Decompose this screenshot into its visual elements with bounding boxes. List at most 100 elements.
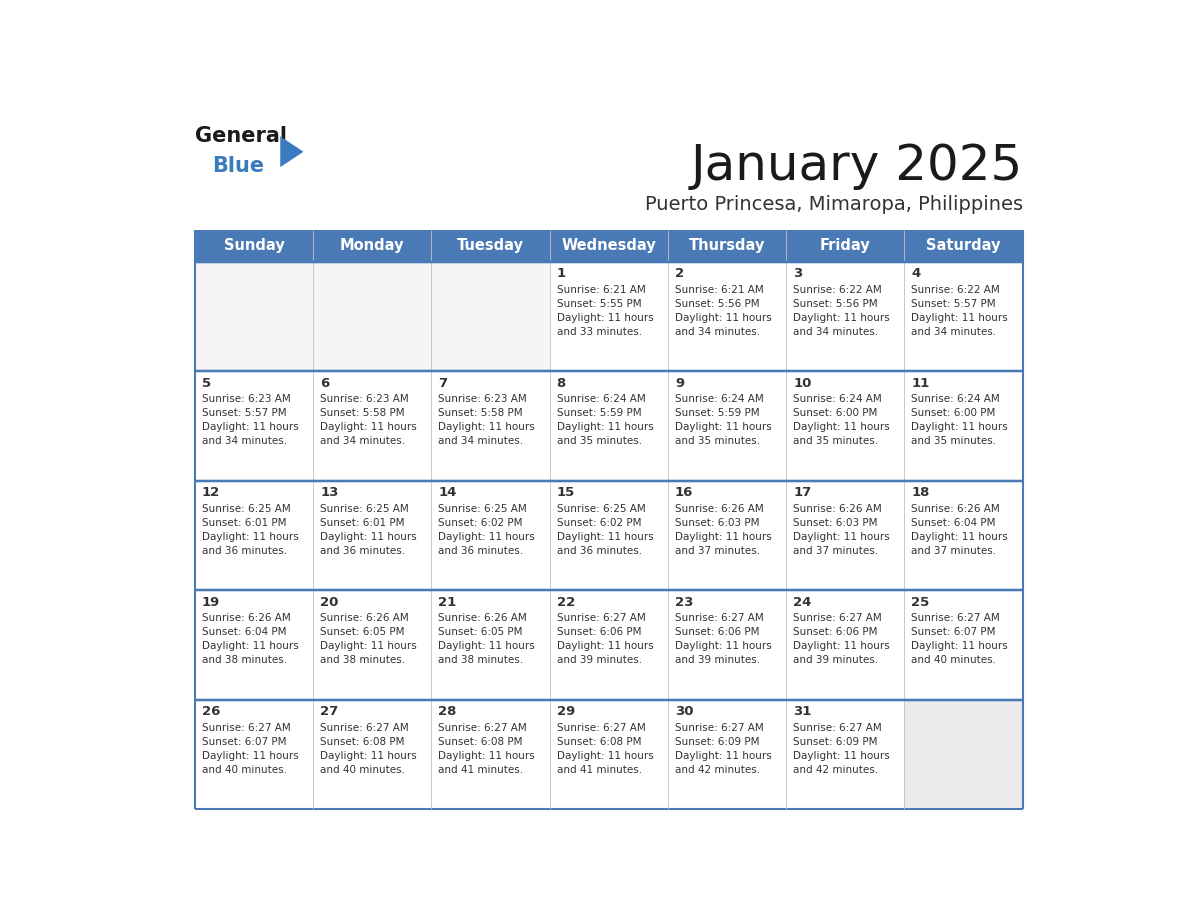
Text: Sunrise: 6:22 AM
Sunset: 5:56 PM
Daylight: 11 hours
and 34 minutes.: Sunrise: 6:22 AM Sunset: 5:56 PM Dayligh… <box>794 285 890 337</box>
Text: 22: 22 <box>557 596 575 609</box>
Text: Sunrise: 6:27 AM
Sunset: 6:08 PM
Daylight: 11 hours
and 41 minutes.: Sunrise: 6:27 AM Sunset: 6:08 PM Dayligh… <box>557 723 653 775</box>
Text: Sunrise: 6:26 AM
Sunset: 6:04 PM
Daylight: 11 hours
and 38 minutes.: Sunrise: 6:26 AM Sunset: 6:04 PM Dayligh… <box>202 613 298 666</box>
Text: Blue: Blue <box>211 156 264 175</box>
Bar <box>904 590 1023 700</box>
Text: Thursday: Thursday <box>689 238 765 253</box>
Text: 27: 27 <box>321 705 339 718</box>
Bar <box>314 590 431 700</box>
Text: 2: 2 <box>675 267 684 280</box>
Text: 10: 10 <box>794 376 811 390</box>
Text: Saturday: Saturday <box>927 238 1000 253</box>
Bar <box>195 230 1023 262</box>
Bar <box>668 481 786 590</box>
Text: 26: 26 <box>202 705 220 718</box>
Polygon shape <box>280 137 303 167</box>
Text: Sunrise: 6:27 AM
Sunset: 6:08 PM
Daylight: 11 hours
and 41 minutes.: Sunrise: 6:27 AM Sunset: 6:08 PM Dayligh… <box>438 723 536 775</box>
Bar <box>786 481 904 590</box>
Text: Sunrise: 6:25 AM
Sunset: 6:02 PM
Daylight: 11 hours
and 36 minutes.: Sunrise: 6:25 AM Sunset: 6:02 PM Dayligh… <box>557 504 653 556</box>
Text: 12: 12 <box>202 487 220 499</box>
Text: 28: 28 <box>438 705 457 718</box>
Text: 1: 1 <box>557 267 565 280</box>
Bar <box>431 262 550 372</box>
Text: 5: 5 <box>202 376 211 390</box>
Bar <box>786 262 904 372</box>
Bar <box>195 590 314 700</box>
Text: Sunrise: 6:26 AM
Sunset: 6:04 PM
Daylight: 11 hours
and 37 minutes.: Sunrise: 6:26 AM Sunset: 6:04 PM Dayligh… <box>911 504 1009 556</box>
Bar <box>314 700 431 810</box>
Bar <box>904 481 1023 590</box>
Text: 29: 29 <box>557 705 575 718</box>
Bar <box>668 372 786 481</box>
Text: Friday: Friday <box>820 238 871 253</box>
Text: Sunday: Sunday <box>223 238 284 253</box>
Text: 16: 16 <box>675 487 694 499</box>
Text: Sunrise: 6:25 AM
Sunset: 6:01 PM
Daylight: 11 hours
and 36 minutes.: Sunrise: 6:25 AM Sunset: 6:01 PM Dayligh… <box>202 504 298 556</box>
Text: Sunrise: 6:25 AM
Sunset: 6:02 PM
Daylight: 11 hours
and 36 minutes.: Sunrise: 6:25 AM Sunset: 6:02 PM Dayligh… <box>438 504 536 556</box>
Text: Sunrise: 6:25 AM
Sunset: 6:01 PM
Daylight: 11 hours
and 36 minutes.: Sunrise: 6:25 AM Sunset: 6:01 PM Dayligh… <box>321 504 417 556</box>
Text: Monday: Monday <box>340 238 405 253</box>
Text: 21: 21 <box>438 596 456 609</box>
Text: 30: 30 <box>675 705 694 718</box>
Bar <box>431 372 550 481</box>
Text: Sunrise: 6:23 AM
Sunset: 5:57 PM
Daylight: 11 hours
and 34 minutes.: Sunrise: 6:23 AM Sunset: 5:57 PM Dayligh… <box>202 395 298 446</box>
Bar <box>786 590 904 700</box>
Bar <box>550 262 668 372</box>
Bar <box>668 590 786 700</box>
Bar <box>550 700 668 810</box>
Text: Sunrise: 6:21 AM
Sunset: 5:55 PM
Daylight: 11 hours
and 33 minutes.: Sunrise: 6:21 AM Sunset: 5:55 PM Dayligh… <box>557 285 653 337</box>
Text: 24: 24 <box>794 596 811 609</box>
Text: Sunrise: 6:27 AM
Sunset: 6:07 PM
Daylight: 11 hours
and 40 minutes.: Sunrise: 6:27 AM Sunset: 6:07 PM Dayligh… <box>911 613 1009 666</box>
Text: Sunrise: 6:27 AM
Sunset: 6:06 PM
Daylight: 11 hours
and 39 minutes.: Sunrise: 6:27 AM Sunset: 6:06 PM Dayligh… <box>675 613 772 666</box>
Text: Sunrise: 6:27 AM
Sunset: 6:06 PM
Daylight: 11 hours
and 39 minutes.: Sunrise: 6:27 AM Sunset: 6:06 PM Dayligh… <box>794 613 890 666</box>
Text: Sunrise: 6:26 AM
Sunset: 6:03 PM
Daylight: 11 hours
and 37 minutes.: Sunrise: 6:26 AM Sunset: 6:03 PM Dayligh… <box>675 504 772 556</box>
Text: 18: 18 <box>911 487 930 499</box>
Text: Sunrise: 6:21 AM
Sunset: 5:56 PM
Daylight: 11 hours
and 34 minutes.: Sunrise: 6:21 AM Sunset: 5:56 PM Dayligh… <box>675 285 772 337</box>
Text: Sunrise: 6:24 AM
Sunset: 5:59 PM
Daylight: 11 hours
and 35 minutes.: Sunrise: 6:24 AM Sunset: 5:59 PM Dayligh… <box>557 395 653 446</box>
Bar <box>314 481 431 590</box>
Text: 17: 17 <box>794 487 811 499</box>
Text: 19: 19 <box>202 596 220 609</box>
Text: 15: 15 <box>557 487 575 499</box>
Bar <box>904 262 1023 372</box>
Text: Sunrise: 6:23 AM
Sunset: 5:58 PM
Daylight: 11 hours
and 34 minutes.: Sunrise: 6:23 AM Sunset: 5:58 PM Dayligh… <box>438 395 536 446</box>
Text: Sunrise: 6:24 AM
Sunset: 5:59 PM
Daylight: 11 hours
and 35 minutes.: Sunrise: 6:24 AM Sunset: 5:59 PM Dayligh… <box>675 395 772 446</box>
Text: Sunrise: 6:23 AM
Sunset: 5:58 PM
Daylight: 11 hours
and 34 minutes.: Sunrise: 6:23 AM Sunset: 5:58 PM Dayligh… <box>321 395 417 446</box>
Text: 6: 6 <box>321 376 329 390</box>
Bar <box>786 372 904 481</box>
Bar <box>195 481 314 590</box>
Bar <box>195 262 314 372</box>
Text: 23: 23 <box>675 596 694 609</box>
Bar <box>550 590 668 700</box>
Text: 14: 14 <box>438 487 457 499</box>
Text: 25: 25 <box>911 596 930 609</box>
Text: 8: 8 <box>557 376 565 390</box>
Bar <box>314 372 431 481</box>
Text: Sunrise: 6:27 AM
Sunset: 6:09 PM
Daylight: 11 hours
and 42 minutes.: Sunrise: 6:27 AM Sunset: 6:09 PM Dayligh… <box>675 723 772 775</box>
Text: Tuesday: Tuesday <box>457 238 524 253</box>
Bar <box>550 481 668 590</box>
Text: Wednesday: Wednesday <box>562 238 656 253</box>
Text: 3: 3 <box>794 267 802 280</box>
Bar <box>314 262 431 372</box>
Text: Sunrise: 6:27 AM
Sunset: 6:08 PM
Daylight: 11 hours
and 40 minutes.: Sunrise: 6:27 AM Sunset: 6:08 PM Dayligh… <box>321 723 417 775</box>
Text: January 2025: January 2025 <box>690 141 1023 190</box>
Text: 9: 9 <box>675 376 684 390</box>
Text: Sunrise: 6:26 AM
Sunset: 6:05 PM
Daylight: 11 hours
and 38 minutes.: Sunrise: 6:26 AM Sunset: 6:05 PM Dayligh… <box>321 613 417 666</box>
Text: 20: 20 <box>321 596 339 609</box>
Text: Sunrise: 6:27 AM
Sunset: 6:09 PM
Daylight: 11 hours
and 42 minutes.: Sunrise: 6:27 AM Sunset: 6:09 PM Dayligh… <box>794 723 890 775</box>
Text: Puerto Princesa, Mimaropa, Philippines: Puerto Princesa, Mimaropa, Philippines <box>645 195 1023 214</box>
Text: Sunrise: 6:22 AM
Sunset: 5:57 PM
Daylight: 11 hours
and 34 minutes.: Sunrise: 6:22 AM Sunset: 5:57 PM Dayligh… <box>911 285 1009 337</box>
Bar <box>668 700 786 810</box>
Bar <box>431 700 550 810</box>
Bar <box>904 372 1023 481</box>
Text: General: General <box>195 127 287 147</box>
Text: 11: 11 <box>911 376 930 390</box>
Bar <box>668 262 786 372</box>
Text: Sunrise: 6:26 AM
Sunset: 6:05 PM
Daylight: 11 hours
and 38 minutes.: Sunrise: 6:26 AM Sunset: 6:05 PM Dayligh… <box>438 613 536 666</box>
Text: Sunrise: 6:27 AM
Sunset: 6:06 PM
Daylight: 11 hours
and 39 minutes.: Sunrise: 6:27 AM Sunset: 6:06 PM Dayligh… <box>557 613 653 666</box>
Text: Sunrise: 6:24 AM
Sunset: 6:00 PM
Daylight: 11 hours
and 35 minutes.: Sunrise: 6:24 AM Sunset: 6:00 PM Dayligh… <box>911 395 1009 446</box>
Bar <box>431 481 550 590</box>
Text: Sunrise: 6:24 AM
Sunset: 6:00 PM
Daylight: 11 hours
and 35 minutes.: Sunrise: 6:24 AM Sunset: 6:00 PM Dayligh… <box>794 395 890 446</box>
Text: Sunrise: 6:26 AM
Sunset: 6:03 PM
Daylight: 11 hours
and 37 minutes.: Sunrise: 6:26 AM Sunset: 6:03 PM Dayligh… <box>794 504 890 556</box>
Text: 4: 4 <box>911 267 921 280</box>
